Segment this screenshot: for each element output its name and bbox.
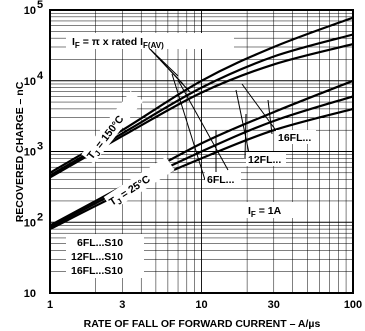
leader-line <box>241 83 281 137</box>
x-tick-label: 10 <box>195 299 207 311</box>
leader-line <box>267 99 273 135</box>
y-tick-label: 10 <box>24 5 36 17</box>
leader-line <box>171 73 206 181</box>
series-line-4 <box>49 95 354 229</box>
label-12fl: 12FL... <box>246 152 286 166</box>
legend-line-16fl: 16FL...S10 <box>71 265 123 277</box>
x-axis-title: RATE OF FALL OF FORWARD CURRENT – A/µs <box>84 318 321 330</box>
series-line-5 <box>49 107 354 231</box>
svg-text:IF = 1A: IF = 1A <box>248 205 282 219</box>
leader-lines <box>149 48 281 181</box>
legend-line-6fl: 6FL...S10 <box>77 237 123 249</box>
svg-text:16FL...: 16FL... <box>278 132 311 144</box>
svg-text:6FL...: 6FL... <box>207 174 235 186</box>
y-tick-exponent: 3 <box>37 141 43 153</box>
leader-line <box>235 89 251 159</box>
y-tick-label: 10 <box>24 76 36 88</box>
x-tick-label: 3 <box>119 299 125 311</box>
y-tick-label: 10 <box>24 217 36 229</box>
x-tick-labels: 1 3 10 30 100 <box>47 299 362 311</box>
label-6fl: 6FL... <box>205 172 241 186</box>
plot-frame <box>49 9 354 294</box>
x-tick-label: 100 <box>344 299 362 311</box>
leader-line <box>244 113 247 159</box>
x-tick-label: 30 <box>268 299 280 311</box>
x-tick-label: 1 <box>47 299 53 311</box>
y-tick-exponent: 2 <box>37 211 43 223</box>
legend-box: 6FL...S10 12FL...S10 16FL...S10 <box>66 234 144 278</box>
svg-text:IF = π x rated IF(AV): IF = π x rated IF(AV) <box>72 36 164 50</box>
svg-text:TJ = 150°C: TJ = 150°C <box>85 113 128 163</box>
annotation-if-1a: IF = 1A <box>246 202 296 219</box>
y-tick-label: 10 <box>24 288 36 300</box>
leader-line <box>177 79 229 171</box>
annotation-tj-25: TJ = 25°C <box>103 156 175 211</box>
y-tick-label: 10 <box>24 147 36 159</box>
legend-line-12fl: 12FL...S10 <box>71 251 123 263</box>
y-axis-title: RECOVERED CHARGE – nC <box>14 81 26 222</box>
series-line-3 <box>49 79 354 227</box>
leader-line <box>149 48 191 93</box>
y-tick-exponent: 4 <box>37 70 44 82</box>
annotation-if-rated: IF = π x rated IF(AV) <box>66 33 234 50</box>
label-16fl: 16FL... <box>276 130 316 144</box>
svg-text:12FL...: 12FL... <box>248 154 281 166</box>
y-tick-exponent: 5 <box>37 0 43 11</box>
